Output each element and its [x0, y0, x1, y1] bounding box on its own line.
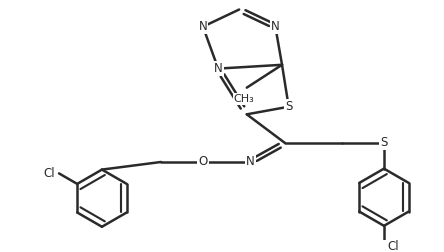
Text: N: N — [246, 155, 255, 169]
Text: CH₃: CH₃ — [234, 94, 254, 104]
Text: O: O — [198, 155, 207, 169]
Text: Cl: Cl — [44, 167, 55, 180]
Text: Cl: Cl — [388, 240, 400, 252]
Text: N: N — [271, 20, 280, 33]
Text: N: N — [198, 20, 207, 33]
Text: N: N — [214, 62, 222, 75]
Text: S: S — [381, 136, 388, 149]
Text: S: S — [285, 100, 293, 113]
